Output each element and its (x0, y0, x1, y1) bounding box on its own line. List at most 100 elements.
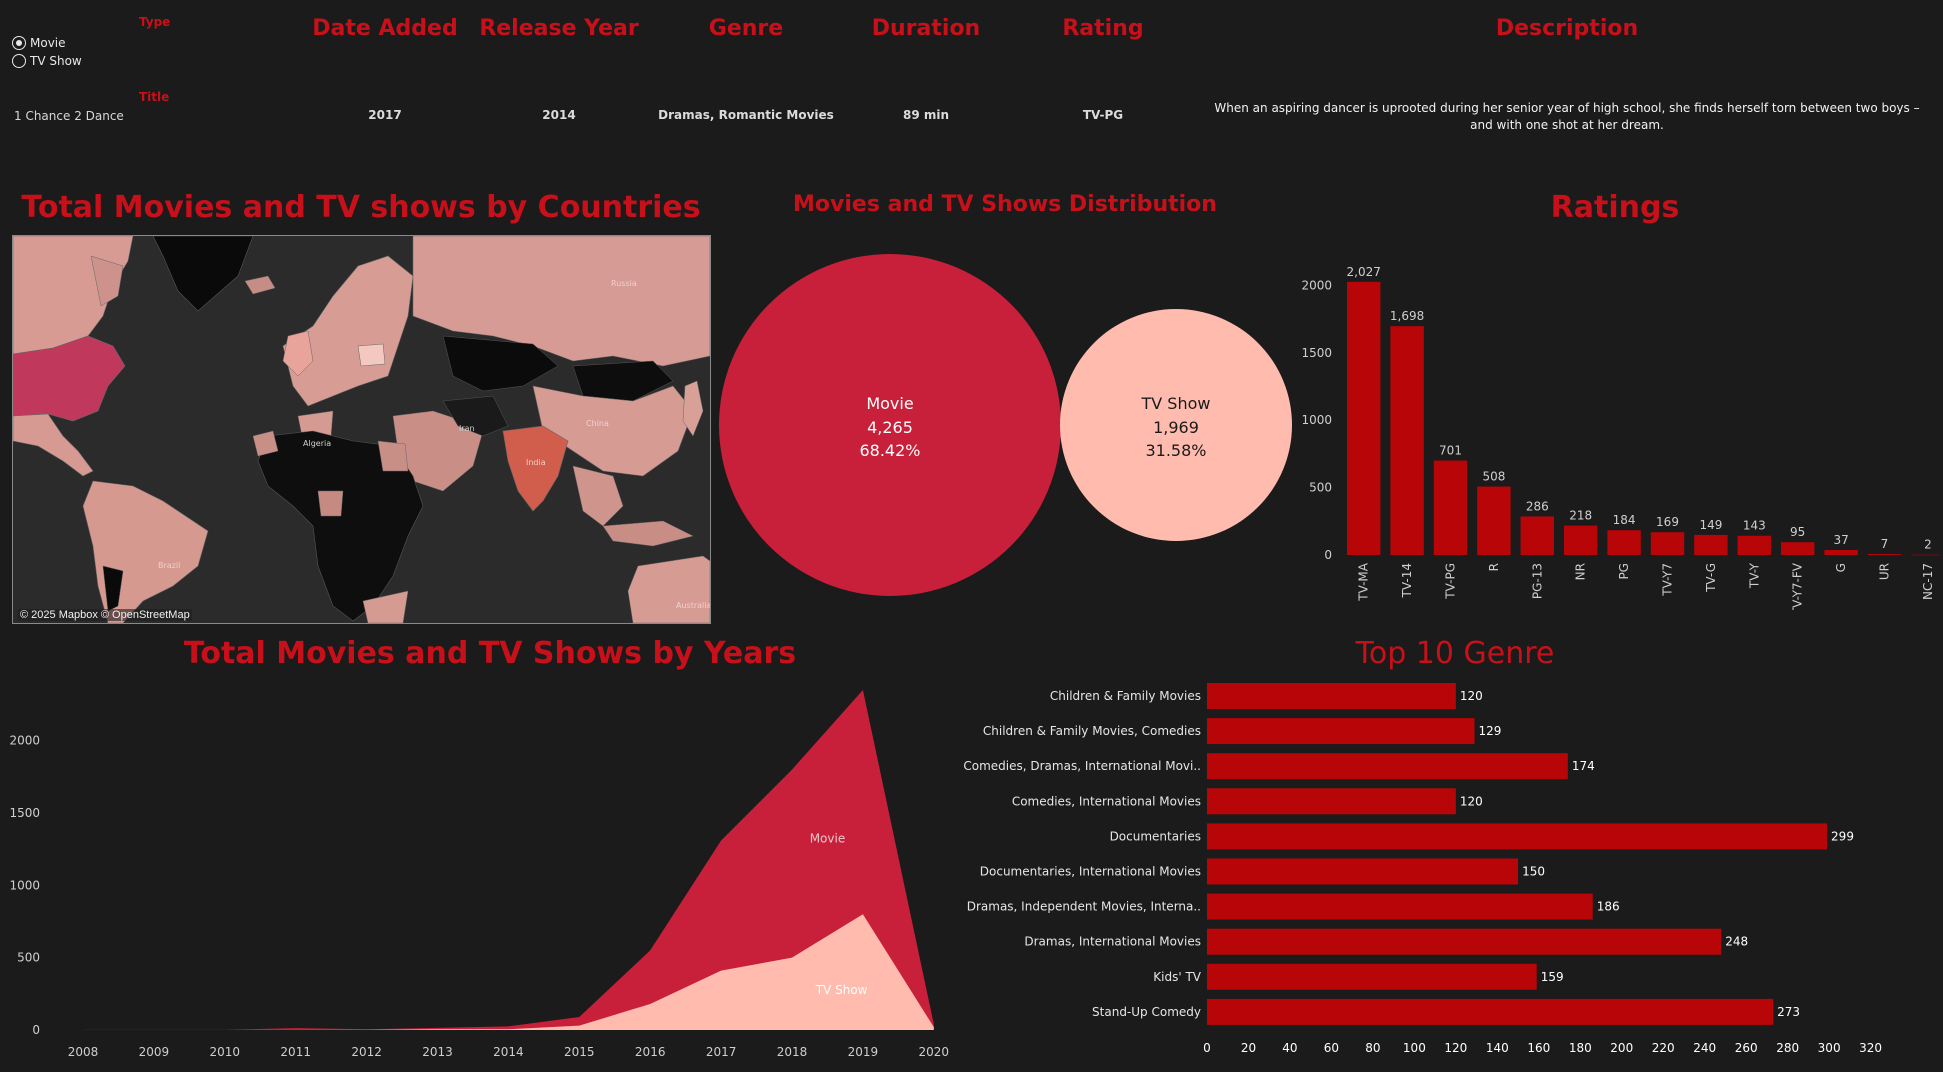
rating-category-label: TV-Y7 (1661, 563, 1675, 597)
distribution-chart: Movie 4,265 68.42% TV Show 1,969 31.58% (719, 254, 1292, 596)
header-genre: Genre (708, 16, 784, 41)
bubble-tvshow-percent: 31.58% (1145, 441, 1206, 460)
area-tv-show[interactable] (83, 914, 934, 1030)
rating-value-label: 286 (1526, 499, 1549, 513)
rating-value-label: 7 (1881, 537, 1889, 551)
y-tick-label: 500 (1309, 481, 1332, 495)
rating-bar[interactable] (1347, 281, 1381, 555)
genre-value-label: 299 (1831, 829, 1854, 843)
rating-bar[interactable] (1390, 326, 1424, 555)
x-tick-label: 120 (1444, 1041, 1467, 1055)
map-nigeria (317, 490, 344, 517)
map-indonesia (602, 520, 694, 547)
x-tick-label: 2012 (351, 1045, 382, 1059)
map-south-africa (362, 590, 409, 623)
type-option-tv-show[interactable]: TV Show (12, 52, 82, 70)
area-movie[interactable] (83, 690, 934, 1030)
rating-value-label: 218 (1569, 509, 1592, 523)
x-tick-label: 2008 (68, 1045, 99, 1059)
header-rating: Rating (1062, 16, 1144, 41)
rating-bar[interactable] (1433, 460, 1468, 555)
y-tick-label: 2000 (9, 734, 40, 748)
genre-bar[interactable] (1207, 788, 1456, 815)
x-tick-label: 80 (1365, 1041, 1380, 1055)
genre-bar[interactable] (1207, 718, 1475, 745)
map-europe (282, 255, 414, 407)
rating-bar[interactable] (1564, 525, 1598, 555)
genre-bar[interactable] (1207, 753, 1568, 780)
x-tick-label: 2016 (635, 1045, 666, 1059)
x-tick-label: 2011 (280, 1045, 311, 1059)
rating-bar[interactable] (1737, 535, 1771, 555)
map-se-asia (572, 465, 624, 527)
x-tick-label: 2018 (777, 1045, 808, 1059)
map-russia (412, 236, 710, 367)
rating-bar[interactable] (1650, 532, 1685, 555)
rating-bar[interactable] (1694, 534, 1728, 555)
bubble-movie[interactable] (719, 254, 1061, 596)
genre-value-label: 120 (1460, 689, 1483, 703)
x-tick-label: 2010 (210, 1045, 241, 1059)
title-value[interactable]: 1 Chance 2 Dance (14, 109, 124, 123)
map-egypt (377, 440, 409, 472)
map-attribution[interactable]: © 2025 Mapbox © OpenStreetMap (18, 609, 192, 621)
map-india (502, 425, 569, 512)
rating-value-label: 1,698 (1390, 309, 1424, 323)
map-label: Iran (459, 424, 475, 433)
genre-value-label: 186 (1597, 900, 1620, 914)
radio-unselected-icon (12, 54, 26, 68)
x-tick-label: 20 (1241, 1041, 1256, 1055)
series-label-tv-show: TV Show (815, 983, 868, 997)
map-australia (627, 555, 710, 623)
genre-label: Stand-Up Comedy (1092, 1005, 1201, 1019)
rating-bar[interactable] (1477, 486, 1511, 555)
rating-bar[interactable] (1867, 554, 1902, 555)
genre-value-label: 150 (1522, 865, 1545, 879)
header-release-year: Release Year (479, 16, 639, 41)
rating-category-label: PG-13 (1530, 563, 1544, 599)
rating-category-label: UR (1878, 563, 1892, 580)
type-filter-label: Type (139, 15, 171, 29)
genre-bar[interactable] (1207, 963, 1537, 990)
genre-label: Children & Family Movies, Comedies (983, 724, 1201, 738)
genre-bar[interactable] (1207, 683, 1456, 709)
cell-duration: 89 min (902, 108, 950, 122)
genre-value-label: 174 (1572, 759, 1595, 773)
cell-genre: Dramas, Romantic Movies (658, 108, 834, 122)
rating-category-label: TV-Y7-FV (1791, 562, 1805, 610)
map-uk (282, 330, 314, 377)
x-tick-label: 2019 (848, 1045, 879, 1059)
rating-category-label: TV-PG (1444, 563, 1458, 600)
genre-bar[interactable] (1207, 998, 1774, 1025)
rating-bar[interactable] (1911, 554, 1940, 556)
genre-label: Comedies, International Movies (1012, 794, 1201, 808)
genre-label: Dramas, International Movies (1024, 935, 1201, 949)
x-tick-label: 2017 (706, 1045, 737, 1059)
rating-bar[interactable] (1781, 542, 1815, 555)
rating-value-label: 149 (1699, 518, 1722, 532)
ratings-chart: 0 500 1000 1500 2000 2,027 TV-MA 1,698 TV-14 701 T… (1301, 265, 1940, 610)
map-label: China (586, 419, 609, 428)
rating-value-label: 184 (1613, 513, 1636, 527)
bubble-tv-show[interactable] (1060, 309, 1292, 541)
map-label: Algeria (303, 439, 331, 448)
countries-map[interactable]: Russia Algeria Iran China India Brazil A… (12, 235, 711, 624)
genre-label: Documentaries (1110, 829, 1201, 843)
rating-bar[interactable] (1607, 530, 1641, 555)
years-chart: 0 500 1000 1500 2000 2008 2009 2010 2011 2012 2013… (9, 690, 949, 1059)
rating-category-label: G (1834, 563, 1848, 572)
x-tick-label: 320 (1859, 1041, 1882, 1055)
genre-bar[interactable] (1207, 928, 1722, 955)
x-tick-label: 2014 (493, 1045, 524, 1059)
genre-label: Children & Family Movies (1050, 689, 1201, 703)
rating-bar[interactable] (1824, 550, 1858, 555)
type-option-movie[interactable]: Movie (12, 34, 82, 52)
rating-category-label: TV-G (1704, 563, 1718, 593)
genre-bar[interactable] (1207, 858, 1519, 885)
ratings-title: Ratings (1550, 190, 1680, 225)
genre-bar[interactable] (1207, 823, 1828, 850)
genre-label: Dramas, Independent Movies, Interna.. (967, 900, 1201, 914)
rating-bar[interactable] (1520, 516, 1554, 555)
map-label: Brazil (158, 561, 180, 570)
genre-bar[interactable] (1207, 893, 1593, 920)
